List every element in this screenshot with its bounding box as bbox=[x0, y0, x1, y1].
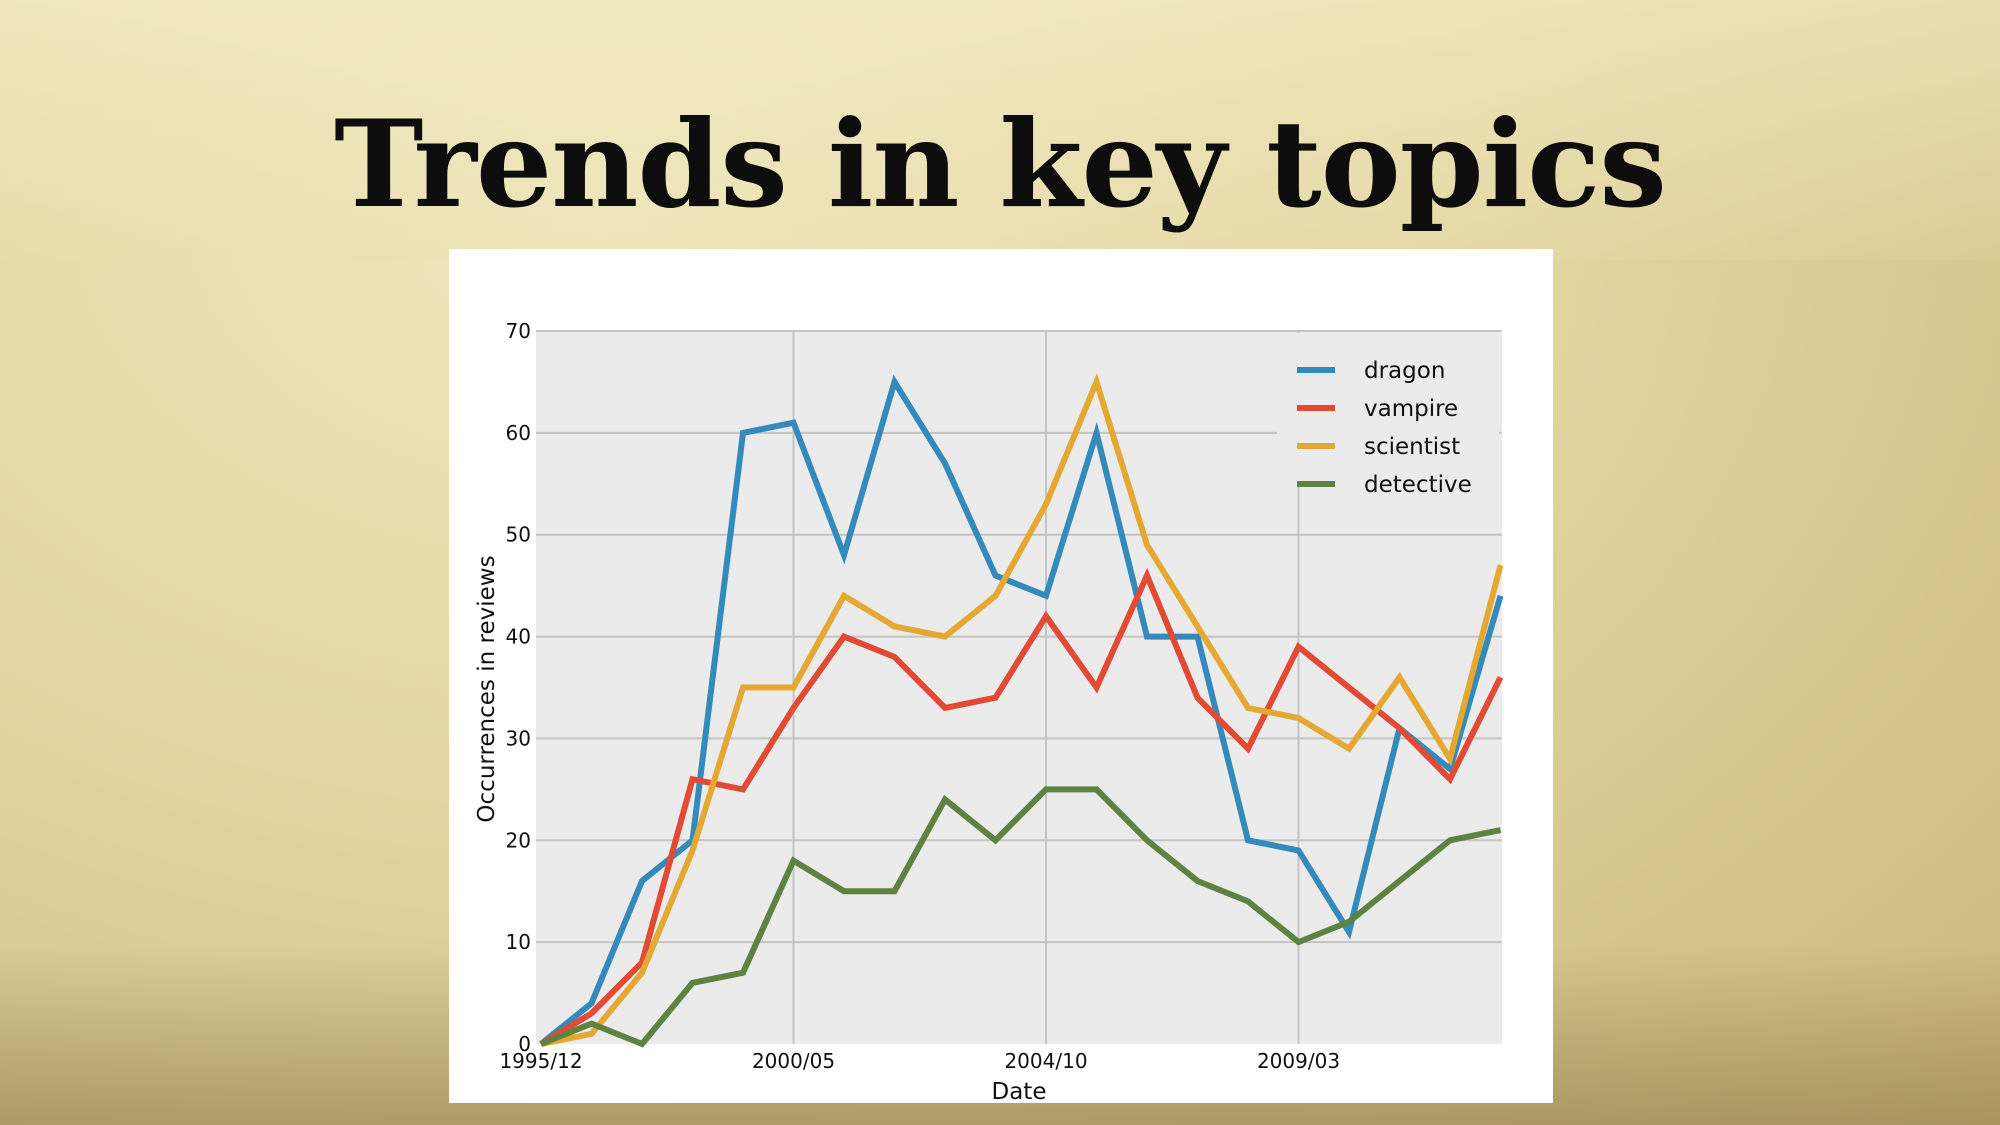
y-tick-label: 50 bbox=[506, 523, 531, 547]
chart-card: 0 10 20 30 40 50 60 70 1995/12 2000/05 2004/10 200… bbox=[449, 249, 1553, 1103]
series-line-dragon bbox=[539, 374, 1504, 1047]
x-axis-ticks: 1995/12 2000/05 2004/10 2009/03 bbox=[499, 1049, 1340, 1073]
y-tick-label: 40 bbox=[506, 625, 531, 649]
series-lines bbox=[539, 373, 1504, 1048]
line-chart: 0 10 20 30 40 50 60 70 1995/12 2000/05 2004/10 200… bbox=[474, 319, 1504, 1103]
legend-label-scientist: scientist bbox=[1364, 434, 1460, 460]
y-tick-label: 0 bbox=[518, 1032, 531, 1056]
x-tick-label: 2004/10 bbox=[1004, 1049, 1087, 1073]
y-tick-label: 30 bbox=[506, 726, 531, 750]
slide-background-highlight bbox=[0, 0, 2000, 260]
x-tick-label: 2000/05 bbox=[752, 1049, 835, 1073]
series-line-detective bbox=[539, 786, 1502, 1048]
y-tick-label: 70 bbox=[506, 319, 531, 343]
x-axis-label: Date bbox=[992, 1079, 1047, 1103]
legend-label-detective: detective bbox=[1364, 472, 1472, 498]
series-line-vampire bbox=[539, 567, 1504, 1047]
x-tick-label: 1995/12 bbox=[499, 1049, 582, 1073]
x-tick-label: 2009/03 bbox=[1257, 1049, 1340, 1073]
legend-label-dragon: dragon bbox=[1364, 358, 1445, 384]
y-axis-ticks: 0 10 20 30 40 50 60 70 bbox=[506, 319, 531, 1056]
y-tick-label: 20 bbox=[506, 828, 531, 852]
slide-title: Trends in key topics bbox=[334, 94, 1667, 235]
series-line-scientist bbox=[540, 373, 1504, 1047]
legend: dragon vampire scientist detective bbox=[1277, 333, 1499, 498]
legend-label-vampire: vampire bbox=[1364, 396, 1458, 422]
y-tick-label: 10 bbox=[506, 930, 531, 954]
y-axis-label: Occurrences in reviews bbox=[474, 555, 500, 822]
y-tick-label: 60 bbox=[506, 421, 531, 445]
